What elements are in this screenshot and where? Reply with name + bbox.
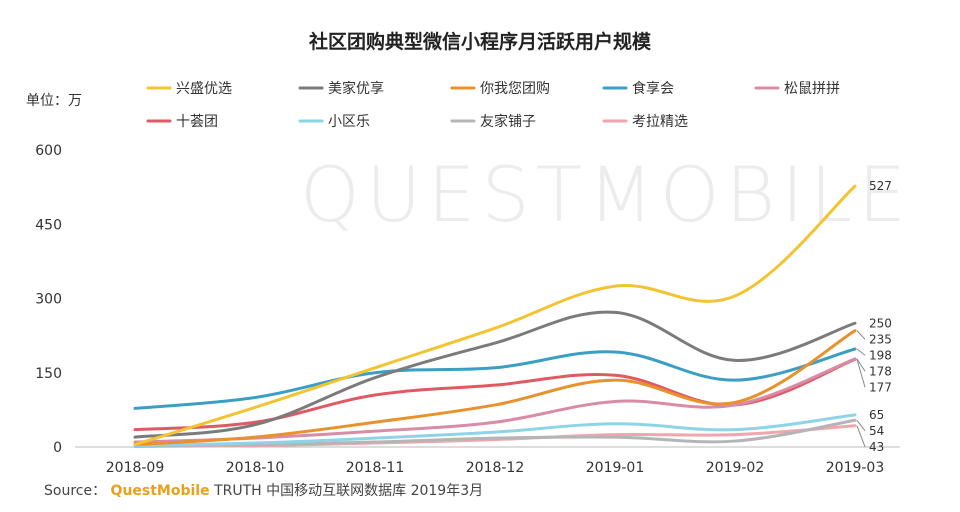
end-label: 527 bbox=[869, 179, 892, 193]
end-label: 235 bbox=[869, 332, 892, 346]
series-line bbox=[133, 347, 857, 410]
legend-label: 美家优享 bbox=[328, 80, 384, 97]
legend-label: 你我您团购 bbox=[480, 80, 550, 97]
end-label-leader bbox=[856, 330, 866, 340]
end-label: 65 bbox=[869, 408, 884, 422]
source-text: TRUTH 中国移动互联网数据库 2019年3月 bbox=[214, 483, 484, 499]
series-line bbox=[133, 310, 857, 439]
end-label-leader bbox=[856, 358, 866, 372]
watermark: QUESTMOBILE bbox=[300, 150, 913, 239]
source-prefix: Source： bbox=[44, 483, 107, 499]
x-tick-label: 2018-12 bbox=[466, 460, 525, 476]
legend-label: 食享会 bbox=[632, 80, 674, 97]
end-label: 43 bbox=[869, 440, 884, 454]
y-tick-label: 0 bbox=[53, 440, 62, 456]
end-label-leader bbox=[856, 419, 866, 432]
series-line bbox=[133, 413, 857, 448]
x-tick-label: 2018-11 bbox=[346, 460, 405, 476]
x-tick-label: 2019-03 bbox=[826, 460, 885, 476]
y-tick-label: 300 bbox=[35, 292, 62, 308]
end-label: 198 bbox=[869, 348, 892, 362]
x-tick-label: 2019-01 bbox=[586, 460, 645, 476]
y-tick-label: 450 bbox=[35, 217, 62, 233]
end-label: 178 bbox=[869, 364, 892, 378]
end-label: 54 bbox=[869, 424, 884, 438]
end-label-leader bbox=[856, 348, 866, 356]
legend-label: 松鼠拼拼 bbox=[784, 81, 840, 97]
series-line bbox=[133, 329, 857, 447]
legend-label: 考拉精选 bbox=[632, 114, 688, 130]
y-tick-label: 150 bbox=[35, 366, 62, 382]
legend-label: 友家铺子 bbox=[480, 113, 536, 130]
series-line bbox=[133, 357, 857, 432]
x-tick-label: 2018-09 bbox=[106, 460, 165, 476]
legend-label: 兴盛优选 bbox=[176, 81, 232, 97]
y-tick-label: 600 bbox=[35, 143, 62, 159]
end-label-leader bbox=[856, 359, 866, 388]
x-tick-label: 2018-10 bbox=[226, 460, 285, 476]
end-label: 177 bbox=[869, 380, 892, 394]
source-brand: QuestMobile bbox=[110, 483, 210, 499]
legend-label: 小区乐 bbox=[328, 114, 370, 130]
unit-label: 单位：万 bbox=[26, 93, 82, 109]
end-label: 250 bbox=[869, 316, 892, 330]
x-tick-label: 2019-02 bbox=[706, 460, 765, 476]
series-line bbox=[133, 184, 857, 447]
end-label-leader bbox=[856, 425, 866, 448]
chart-title: 社区团购典型微信小程序月活跃用户规模 bbox=[308, 31, 651, 53]
source-footer: Source： QuestMobile TRUTH 中国移动互联网数据库 201… bbox=[44, 480, 483, 500]
legend-label: 十荟团 bbox=[176, 113, 218, 130]
